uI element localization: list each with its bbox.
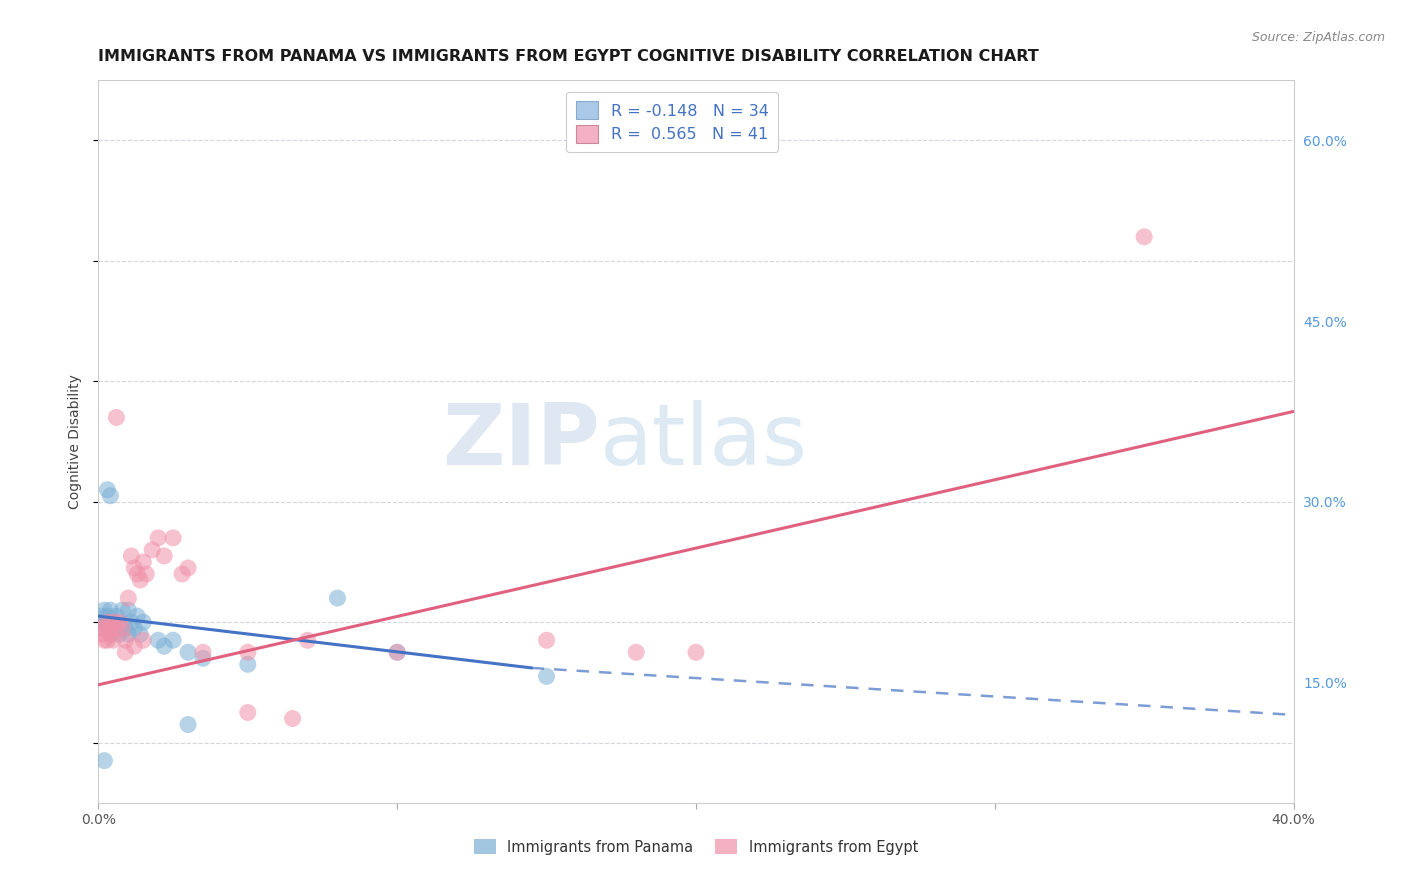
Text: ZIP: ZIP [443,400,600,483]
Point [111,621,134,635]
Text: IMMIGRANTS FROM PANAMA VS IMMIGRANTS FROM EGYPT COGNITIVE DISABILITY CORRELATION: IMMIGRANTS FROM PANAMA VS IMMIGRANTS FRO… [98,49,1039,64]
Point [103,615,125,630]
Point [536,633,558,648]
Point [326,591,349,606]
Point [385,645,409,659]
Point [191,651,214,665]
Point [120,549,142,563]
Point [105,609,128,624]
Point [105,621,128,635]
Text: atlas: atlas [600,400,808,483]
Point [96,609,118,624]
Point [124,561,146,575]
Point [90,627,112,641]
Point [536,669,558,683]
Point [162,633,184,648]
Point [132,633,155,648]
Point [90,621,112,635]
Point [626,645,648,659]
Point [90,609,112,624]
Point [103,633,125,648]
Point [191,645,214,659]
Point [98,621,122,635]
Point [236,645,259,659]
Point [127,567,149,582]
Point [103,621,125,635]
Point [153,549,176,563]
Point [93,603,115,617]
Point [108,615,131,630]
Point [132,555,155,569]
Point [93,621,115,635]
Point [117,627,139,641]
Point [117,603,139,617]
Point [141,542,163,557]
Point [114,621,136,635]
Point [385,645,409,659]
Point [236,706,259,720]
Point [98,627,122,641]
Point [236,657,259,672]
Point [105,410,128,425]
Point [96,621,118,635]
Point [96,615,118,630]
Point [93,615,115,630]
Point [148,531,170,545]
Point [297,633,319,648]
Point [127,609,149,624]
Point [117,591,139,606]
Point [129,627,152,641]
Y-axis label: Cognitive Disability: Cognitive Disability [69,374,83,509]
Point [96,483,118,497]
Point [281,712,304,726]
Legend: Immigrants from Panama, Immigrants from Egypt: Immigrants from Panama, Immigrants from … [468,833,924,861]
Text: Source: ZipAtlas.com: Source: ZipAtlas.com [1251,31,1385,45]
Point [172,567,194,582]
Point [135,567,157,582]
Point [153,639,176,653]
Point [148,633,170,648]
Point [90,621,112,635]
Point [103,615,125,630]
Point [111,603,134,617]
Point [124,639,146,653]
Point [162,531,184,545]
Point [98,489,122,503]
Point [177,645,200,659]
Point [129,573,152,587]
Point [1133,229,1156,244]
Point [177,717,200,731]
Point [114,645,136,659]
Point [132,615,155,630]
Point [93,754,115,768]
Point [108,627,131,641]
Point [120,615,142,630]
Point [98,603,122,617]
Point [93,633,115,648]
Point [114,633,136,648]
Point [98,627,122,641]
Point [685,645,707,659]
Point [96,633,118,648]
Point [177,561,200,575]
Point [124,621,146,635]
